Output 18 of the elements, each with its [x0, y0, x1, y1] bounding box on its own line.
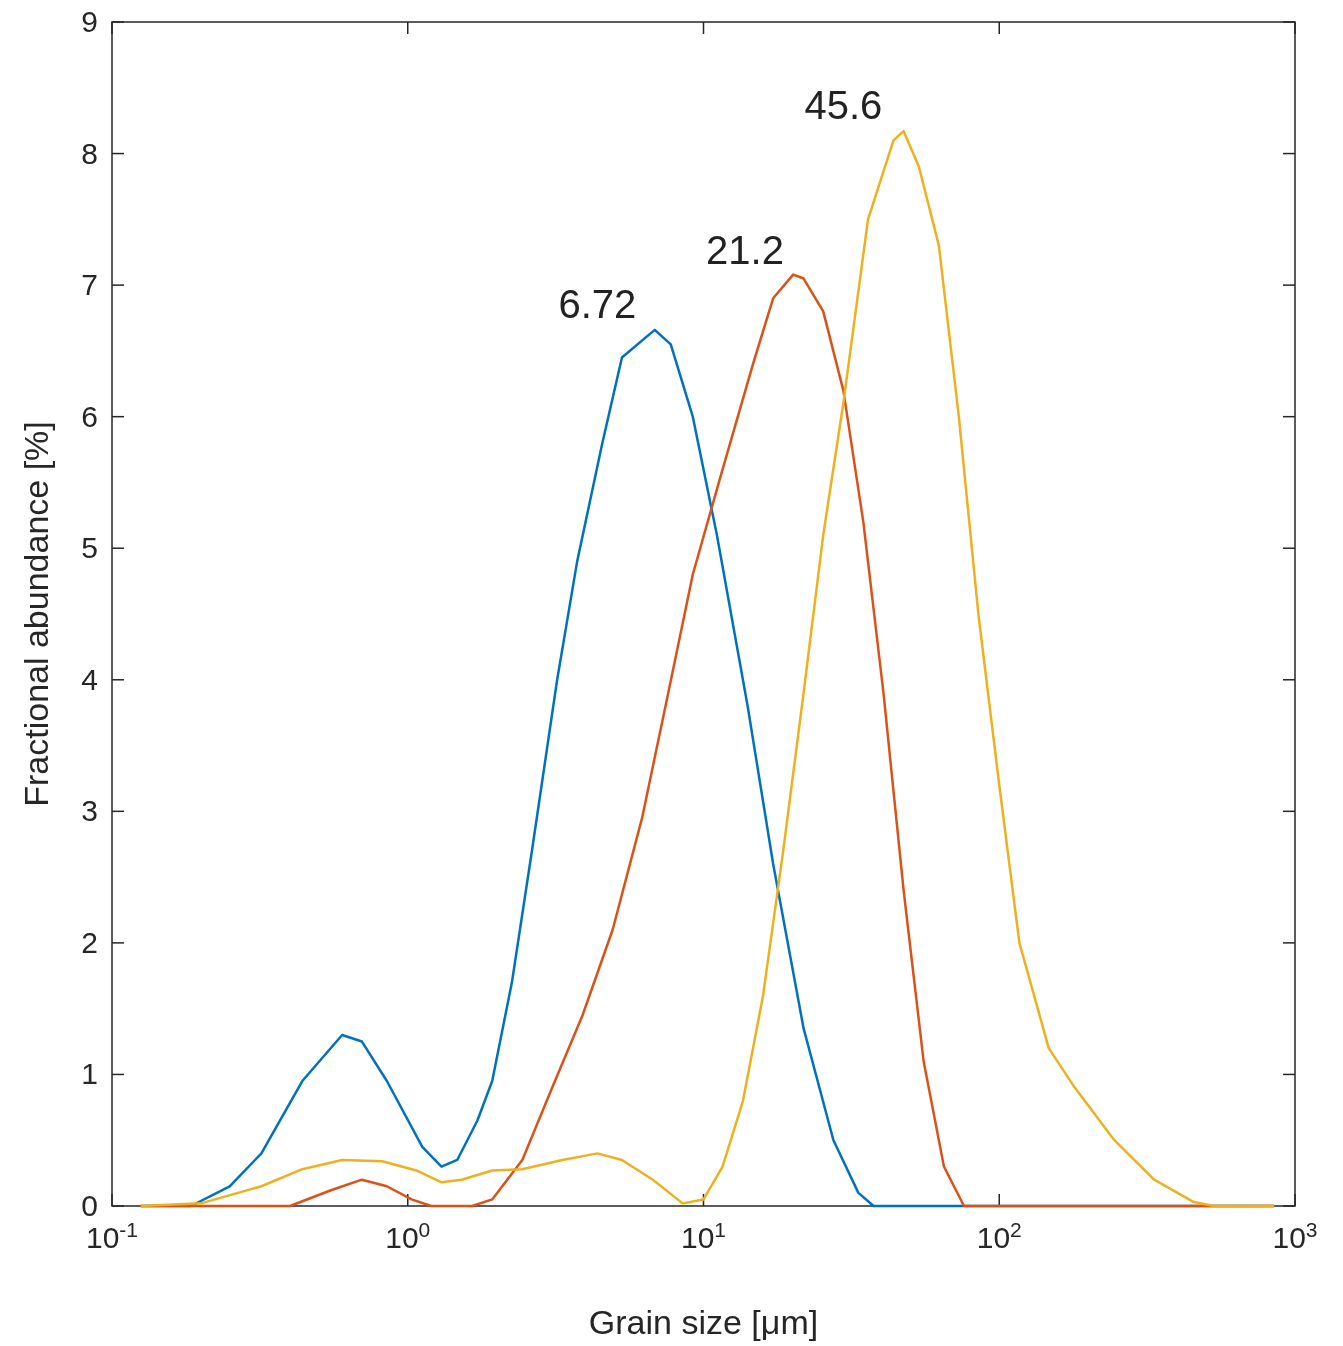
y-tick-label: 2 — [81, 925, 98, 959]
y-tick-label: 8 — [81, 136, 98, 170]
annotation: 45.6 — [804, 83, 883, 128]
x-tick-label: 10$^{3}$ — [1272, 1217, 1318, 1254]
y-axis-title: Fractional abundance [%] — [17, 421, 55, 807]
x-axis-title: Grain size [μm] — [588, 1303, 819, 1341]
y-tick-label: 3 — [81, 794, 98, 828]
annotation: 21.2 — [706, 227, 784, 272]
x-tick-label: 10$^{2}$ — [976, 1217, 1022, 1254]
y-tick-label: 5 — [81, 531, 98, 565]
y-tick-label: 6 — [81, 399, 98, 433]
annotation: 6.72 — [558, 281, 637, 326]
y-tick-label: 7 — [81, 268, 98, 302]
x-tick-label: 10$^{1}$ — [680, 1217, 727, 1254]
y-tick-label: 9 — [81, 5, 98, 38]
x-tick-label: 10$^{0}$ — [385, 1217, 431, 1254]
y-tick-label: 1 — [81, 1057, 98, 1091]
y-tick-label: 4 — [81, 662, 98, 696]
